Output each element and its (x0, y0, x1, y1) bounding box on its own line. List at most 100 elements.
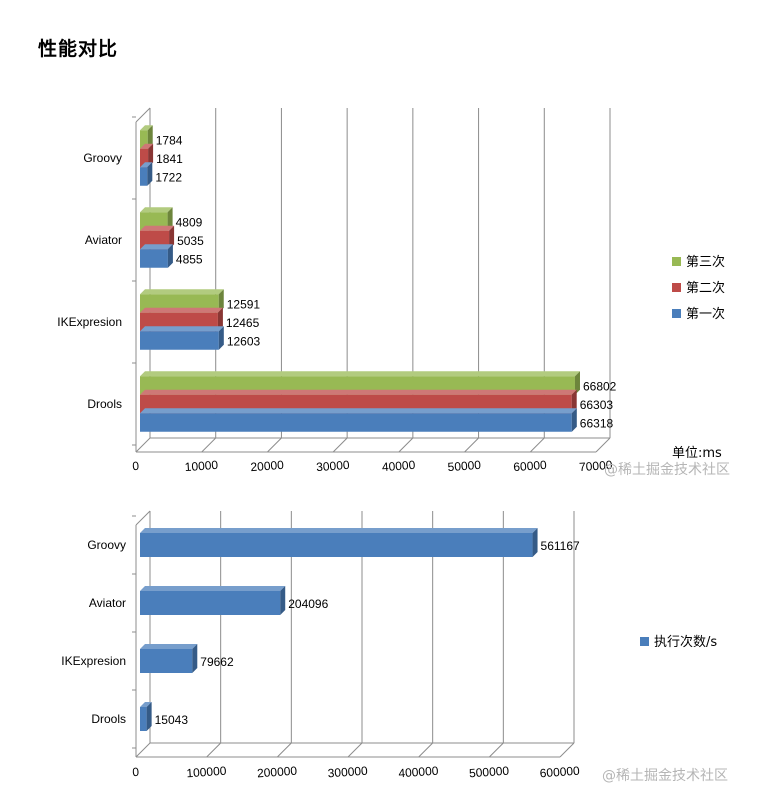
x-tick-label: 70000 (579, 458, 614, 474)
bar-end-face (571, 408, 577, 432)
bar-top-face (140, 225, 175, 231)
x-tick-label: 40000 (381, 458, 416, 474)
unit-label: 单位:ms (672, 446, 722, 461)
bar (140, 148, 149, 168)
data-label: 1784 (156, 134, 183, 148)
x-tick-label: 10000 (184, 458, 219, 474)
x-tick-label: 300000 (327, 764, 368, 781)
legend-label: 执行次数/s (654, 634, 717, 650)
bar-end-face (192, 644, 198, 673)
bar-top-face (140, 389, 577, 395)
data-label: 561167 (541, 539, 580, 553)
x-tick-label: 600000 (539, 764, 580, 781)
data-label: 66303 (580, 398, 614, 412)
floor-gridline (135, 742, 151, 758)
legend-label: 第三次 (686, 254, 725, 270)
bar (140, 591, 281, 615)
bar-end-face (218, 326, 224, 350)
bar-top-face (140, 244, 173, 250)
bar-end-face (167, 244, 173, 268)
legend-swatch (672, 257, 681, 266)
bar-end-face (146, 702, 152, 731)
bar (140, 331, 219, 350)
category-label: Drools (91, 712, 126, 726)
floor-gridline (332, 437, 348, 453)
bar-top-face (140, 586, 286, 591)
legend-label: 第一次 (686, 306, 725, 322)
bar (140, 649, 193, 673)
bar (140, 413, 572, 432)
category-label: Groovy (83, 151, 122, 165)
chart-1: 0 10000 20000 30000 40000 50000 60000 70000 Groo… (57, 107, 725, 474)
data-label: 12591 (227, 298, 261, 312)
x-tick-label: 400000 (398, 764, 439, 781)
bar (140, 167, 148, 186)
floor-gridline (206, 742, 222, 758)
data-label: 5035 (177, 234, 204, 248)
legend-swatch (672, 309, 681, 318)
bar-end-face (571, 389, 577, 414)
floor-gridline (201, 437, 217, 453)
legend-swatch (640, 637, 649, 646)
x-tick-label: 100000 (186, 764, 227, 781)
side-wall-top (135, 107, 151, 123)
bar (140, 130, 148, 149)
bar-end-face (532, 528, 538, 557)
category-label: IKExpresion (57, 315, 122, 329)
page-title: 性能对比 (38, 38, 119, 60)
bar-top-face (140, 371, 580, 377)
floor-gridline (559, 742, 575, 758)
floor-gridline (347, 742, 363, 758)
category-label: Aviator (85, 233, 122, 247)
data-label: 4809 (176, 216, 203, 230)
data-label: 66802 (583, 380, 617, 394)
bar-end-face (147, 125, 153, 149)
category-label: Aviator (89, 596, 126, 610)
data-label: 204096 (288, 597, 328, 611)
floor-gridline (276, 742, 292, 758)
category-label: IKExpresion (61, 654, 126, 668)
data-label: 15043 (155, 713, 189, 727)
data-label: 12603 (227, 335, 261, 349)
x-tick-label: 50000 (447, 458, 482, 474)
floor-gridline (529, 437, 545, 453)
bar-top-face (140, 307, 223, 313)
floor-gridline (488, 742, 504, 758)
bar-top-face (140, 644, 198, 649)
x-tick-label: 0 (132, 765, 140, 779)
bar (140, 249, 168, 268)
floor-gridline (135, 437, 151, 453)
bar (140, 707, 147, 731)
watermark: @稀土掘金技术社区 (602, 768, 728, 784)
data-label: 1722 (155, 171, 182, 185)
bar-top-face (140, 408, 577, 414)
x-tick-label: 60000 (513, 458, 548, 474)
bar-end-face (218, 289, 224, 313)
data-label: 4855 (176, 253, 203, 267)
data-label: 12465 (226, 316, 260, 330)
bar-top-face (140, 162, 153, 168)
bar-top-face (140, 528, 538, 533)
x-tick-label: 20000 (250, 458, 285, 474)
floor-gridline (267, 437, 282, 453)
category-label: Groovy (87, 538, 126, 552)
bar (140, 533, 533, 557)
floor-gridline (595, 437, 611, 453)
bar-top-face (140, 207, 173, 213)
category-label: Drools (87, 397, 122, 411)
bar-top-face (140, 326, 224, 332)
data-label: 79662 (200, 655, 234, 669)
floor-gridline (464, 437, 479, 453)
bar-end-face (147, 162, 153, 186)
x-tick-label: 200000 (257, 764, 298, 781)
side-wall-top (135, 510, 151, 526)
bar-end-face (280, 586, 286, 615)
watermark: @稀土掘金技术社区 (604, 462, 730, 478)
bar-top-face (140, 289, 224, 295)
data-label: 66318 (580, 417, 614, 431)
x-tick-label: 500000 (469, 764, 510, 781)
bar-top-face (140, 143, 154, 149)
bar-end-face (217, 307, 223, 332)
bar-top-face (140, 125, 153, 131)
